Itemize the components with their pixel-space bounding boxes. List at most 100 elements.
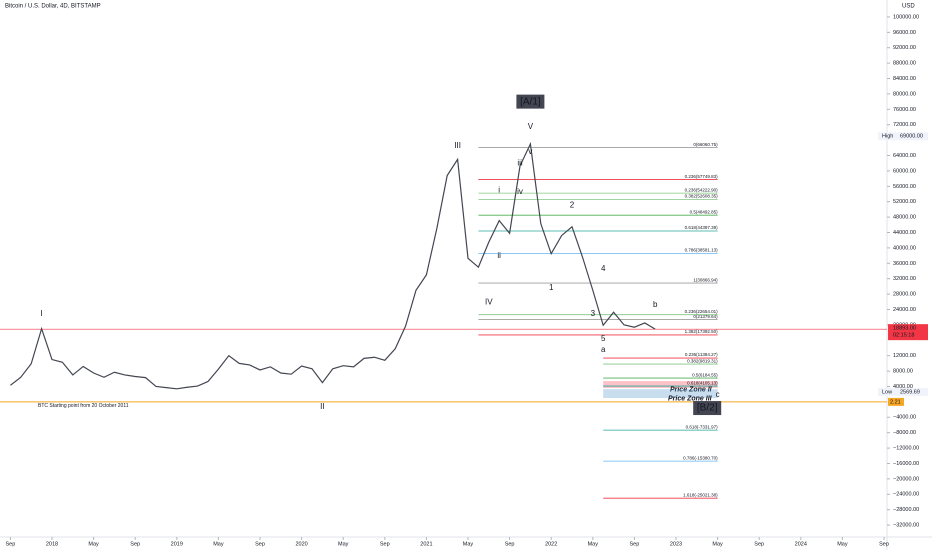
y-tick-label: 44000.00: [893, 230, 916, 236]
zone-label: Price Zone II: [670, 386, 713, 393]
x-tick-label: 2021: [420, 541, 432, 547]
annotation-box: [693, 401, 722, 416]
y-tick-label: 100000.00: [893, 14, 919, 20]
x-tick-label: 2022: [545, 541, 557, 547]
start-line-text: BTC Starting point from 20 October 2011: [38, 403, 129, 409]
x-tick-label: 2020: [295, 541, 307, 547]
x-tick-label: May: [837, 541, 848, 547]
y-unit: USD: [902, 4, 915, 10]
x-tick-label: Sep: [130, 541, 140, 547]
countdown: 02:15:18: [893, 333, 914, 339]
y-tick-label: −8000.00: [893, 430, 916, 436]
fib-label: 0.786(38581.13): [685, 248, 719, 253]
wave-label: 3: [591, 309, 596, 318]
fib-label: 0.236(54222.90): [685, 187, 719, 192]
x-tick-label: May: [712, 541, 723, 547]
y-tick-label: −12000.00: [893, 446, 919, 452]
last-price-box: [888, 324, 928, 341]
zone-label: Price Zone III: [668, 395, 713, 402]
wave-label: [B/2]: [697, 403, 718, 414]
y-tick-label: −20000.00: [893, 476, 919, 482]
y-tick-label: 12000.00: [893, 353, 916, 359]
wave-label: 2: [570, 200, 575, 209]
fib-label: 0.382(52608.35): [685, 194, 719, 199]
x-tick-label: May: [88, 541, 99, 547]
fib-label: 1.618(-25021.38): [683, 492, 718, 497]
x-tick-label: Sep: [505, 541, 515, 547]
wave-label: iii: [517, 158, 523, 167]
x-tick-label: 2023: [670, 541, 682, 547]
y-tick-label: 4000.00: [893, 384, 913, 390]
wave-label: [A/1]: [520, 96, 541, 107]
annotation-box: [516, 94, 545, 109]
fib-label: 0.236(11384.27): [685, 352, 718, 357]
fib-label: 1(30866.94): [693, 277, 718, 282]
y-tick-label: 8000.00: [893, 369, 913, 375]
y-tick-label: 24000.00: [893, 307, 916, 313]
price-label-name: Low: [882, 389, 892, 395]
wave-label: I: [40, 309, 42, 318]
y-tick-label: 72000.00: [893, 122, 916, 128]
price-label-box: [878, 387, 928, 396]
y-tick-label: 56000.00: [893, 184, 916, 190]
fib-label: 0.382(9819.31): [687, 358, 718, 363]
last-price-label: 18893.00: [893, 326, 916, 332]
x-tick-label: May: [588, 541, 599, 547]
fib-label: 0.5(48492.85): [690, 209, 719, 214]
x-tick-label: May: [463, 541, 474, 547]
wave-label: 1: [549, 283, 554, 292]
y-tick-label: 64000.00: [893, 153, 916, 159]
chart-title: Bitcoin / U.S. Dollar, 4D, BITSTAMP: [5, 4, 101, 10]
price-zone: [603, 381, 718, 389]
y-tick-label: 80000.00: [893, 91, 916, 97]
wave-label: a: [601, 345, 606, 354]
wave-label: v: [528, 147, 532, 156]
fib-label: 0.618(44397.39): [685, 225, 719, 230]
fib-label: 0(21379.64): [693, 314, 718, 319]
wave-label: c: [716, 390, 720, 399]
y-tick-label: 60000.00: [893, 168, 916, 174]
wave-label: IV: [485, 297, 493, 306]
y-tick-label: −16000.00: [893, 461, 919, 467]
y-tick-label: 96000.00: [893, 30, 916, 36]
y-tick-label: −24000.00: [893, 492, 919, 498]
x-tick-label: 2024: [795, 541, 807, 547]
wave-label: iv: [517, 187, 523, 196]
y-tick-label: −28000.00: [893, 507, 919, 513]
price-label-name: High: [882, 134, 893, 140]
fib-label: 0.5(6184.55): [692, 372, 718, 377]
start-line-label: 2.21: [890, 399, 901, 405]
fib-label: 0.236(22654.01): [685, 309, 719, 314]
wave-label: 4: [601, 264, 606, 273]
wave-label: b: [653, 300, 658, 309]
fib-label: 0(66060.75): [693, 142, 718, 147]
wave-label: ii: [497, 251, 501, 260]
price-line: [10, 141, 656, 390]
wave-label: II: [320, 402, 324, 411]
fib-label: 0.236(57749.83): [685, 174, 719, 179]
wave-label: i: [498, 185, 500, 194]
x-tick-label: 2018: [46, 541, 58, 547]
fib-label: 1.382(17392.50): [685, 329, 719, 334]
y-tick-label: 76000.00: [893, 107, 916, 113]
fib-label: 0.618(-7331.97): [686, 424, 719, 429]
y-tick-label: 28000.00: [893, 292, 916, 298]
x-tick-label: May: [338, 541, 349, 547]
price-label-value: 69000.00: [900, 134, 923, 140]
y-tick-label: 52000.00: [893, 199, 916, 205]
x-tick-label: Sep: [630, 541, 640, 547]
price-zone: [603, 389, 718, 399]
x-tick-label: Sep: [380, 541, 390, 547]
y-tick-label: 48000.00: [893, 215, 916, 221]
x-tick-label: Sep: [754, 541, 764, 547]
x-tick-label: Sep: [6, 541, 16, 547]
wave-label: III: [454, 141, 461, 150]
x-tick-label: Sep: [255, 541, 265, 547]
y-tick-label: −4000.00: [893, 415, 916, 421]
wave-label: 5: [601, 334, 606, 343]
y-tick-label: −32000.00: [893, 523, 919, 529]
y-tick-label: 40000.00: [893, 245, 916, 251]
x-tick-label: May: [213, 541, 224, 547]
y-tick-label: 88000.00: [893, 61, 916, 67]
